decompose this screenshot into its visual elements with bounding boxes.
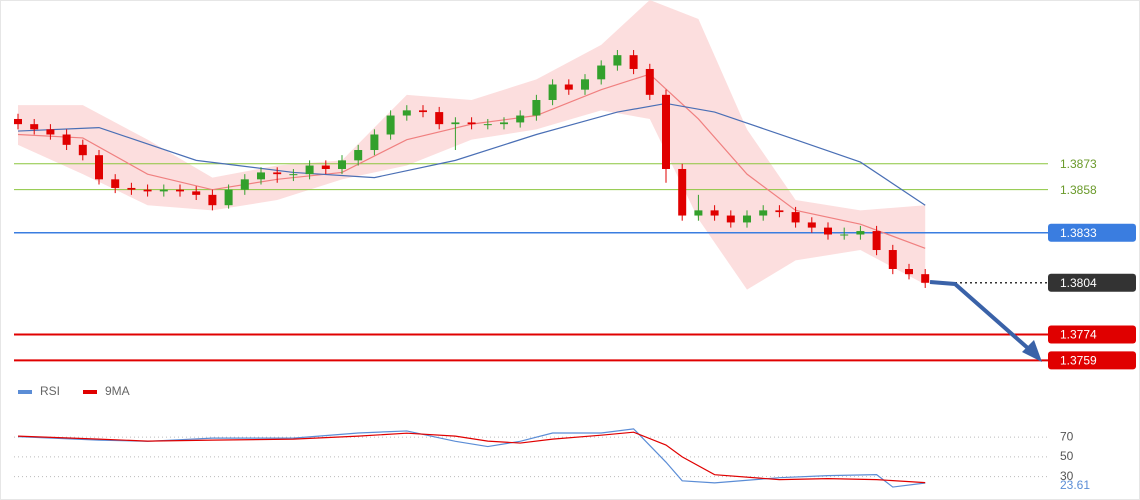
- candle-body: [662, 94, 670, 169]
- candle-body: [143, 189, 152, 192]
- y-tick-label: 70: [1060, 429, 1074, 443]
- candle-body: [402, 110, 411, 116]
- forecast-arrow: [929, 280, 1032, 352]
- candle-body: [710, 210, 719, 216]
- candle-body: [176, 189, 184, 192]
- candle-body: [240, 179, 249, 190]
- candle-body: [305, 165, 314, 175]
- rsi-line: [17, 431, 926, 484]
- level-label: 1.3774: [1060, 328, 1097, 342]
- candle-body: [581, 79, 589, 90]
- candle-body: [451, 122, 460, 125]
- candle-body: [338, 160, 346, 169]
- candle-body: [743, 215, 751, 223]
- candle-body: [807, 222, 816, 228]
- level-label-box: [1048, 273, 1136, 292]
- candle-body: [791, 212, 800, 223]
- candle-body: [208, 194, 217, 206]
- rsi-pane: 70 50 30 RSI 9MA 23.61: [14, 384, 1090, 492]
- candle-body: [30, 124, 39, 130]
- candle-body: [694, 210, 703, 216]
- candle-body: [840, 234, 849, 236]
- candle-body: [500, 122, 508, 125]
- arrow-head: [1022, 340, 1042, 362]
- candle-body: [645, 68, 654, 95]
- candle-body: [46, 129, 55, 135]
- candle-body: [872, 231, 881, 251]
- level-label-box: [1048, 351, 1136, 370]
- moving-average: [17, 102, 926, 206]
- level-label-box: [1048, 325, 1136, 344]
- legend-swatch: [18, 390, 32, 394]
- candle-body: [921, 274, 930, 283]
- candle-body: [613, 55, 622, 66]
- candle-body: [726, 215, 735, 223]
- candle-body: [386, 115, 395, 135]
- candle-body: [467, 122, 476, 125]
- candle-body: [370, 134, 379, 151]
- candle-body: [824, 227, 832, 235]
- level-label: 1.3873: [1060, 157, 1097, 171]
- candle-body: [62, 134, 71, 145]
- candle-body: [856, 231, 865, 235]
- candle-body: [78, 144, 87, 156]
- candle-body: [321, 165, 330, 169]
- candle-body: [273, 172, 282, 175]
- rsi-value-label: 23.61: [1060, 478, 1090, 492]
- candle-body: [678, 168, 687, 216]
- candle-body: [159, 189, 168, 192]
- candle-body: [564, 84, 573, 90]
- candle-body: [532, 100, 541, 116]
- candle-body: [95, 155, 103, 180]
- candle-body: [257, 172, 265, 180]
- level-label: 1.3858: [1060, 183, 1097, 197]
- level-label: 1.3833: [1060, 226, 1097, 240]
- level-label-box: [1048, 223, 1136, 242]
- legend-label: 9MA: [105, 384, 130, 398]
- candle-body: [516, 115, 525, 123]
- rsi-line: [17, 428, 926, 488]
- candle-body: [759, 210, 768, 216]
- y-tick-label: 30: [1060, 469, 1074, 483]
- candle-body: [548, 84, 557, 101]
- candle-body: [354, 150, 363, 161]
- candle-body: [597, 65, 606, 80]
- legend-label: RSI: [40, 384, 60, 398]
- candle-body: [14, 118, 22, 125]
- candle-body: [629, 55, 638, 69]
- candle-body: [483, 124, 492, 126]
- level-label: 1.3759: [1060, 354, 1097, 368]
- y-tick-label: 50: [1060, 449, 1074, 463]
- candle-body: [289, 174, 298, 176]
- candle-body: [419, 110, 427, 113]
- candle-body: [111, 179, 120, 188]
- candle-body: [905, 268, 913, 275]
- price-pane: 1.3873 1.3858 1.3833 1.3804 1.3774 1.3759: [14, 0, 1136, 370]
- candle-body: [775, 210, 784, 213]
- candle-body: [192, 191, 201, 195]
- level-label: 1.3804: [1060, 276, 1097, 290]
- candle-body: [224, 189, 233, 206]
- candle-body: [435, 112, 444, 125]
- candle-body: [127, 187, 136, 190]
- legend-swatch: [83, 390, 97, 394]
- candle-body: [888, 250, 897, 269]
